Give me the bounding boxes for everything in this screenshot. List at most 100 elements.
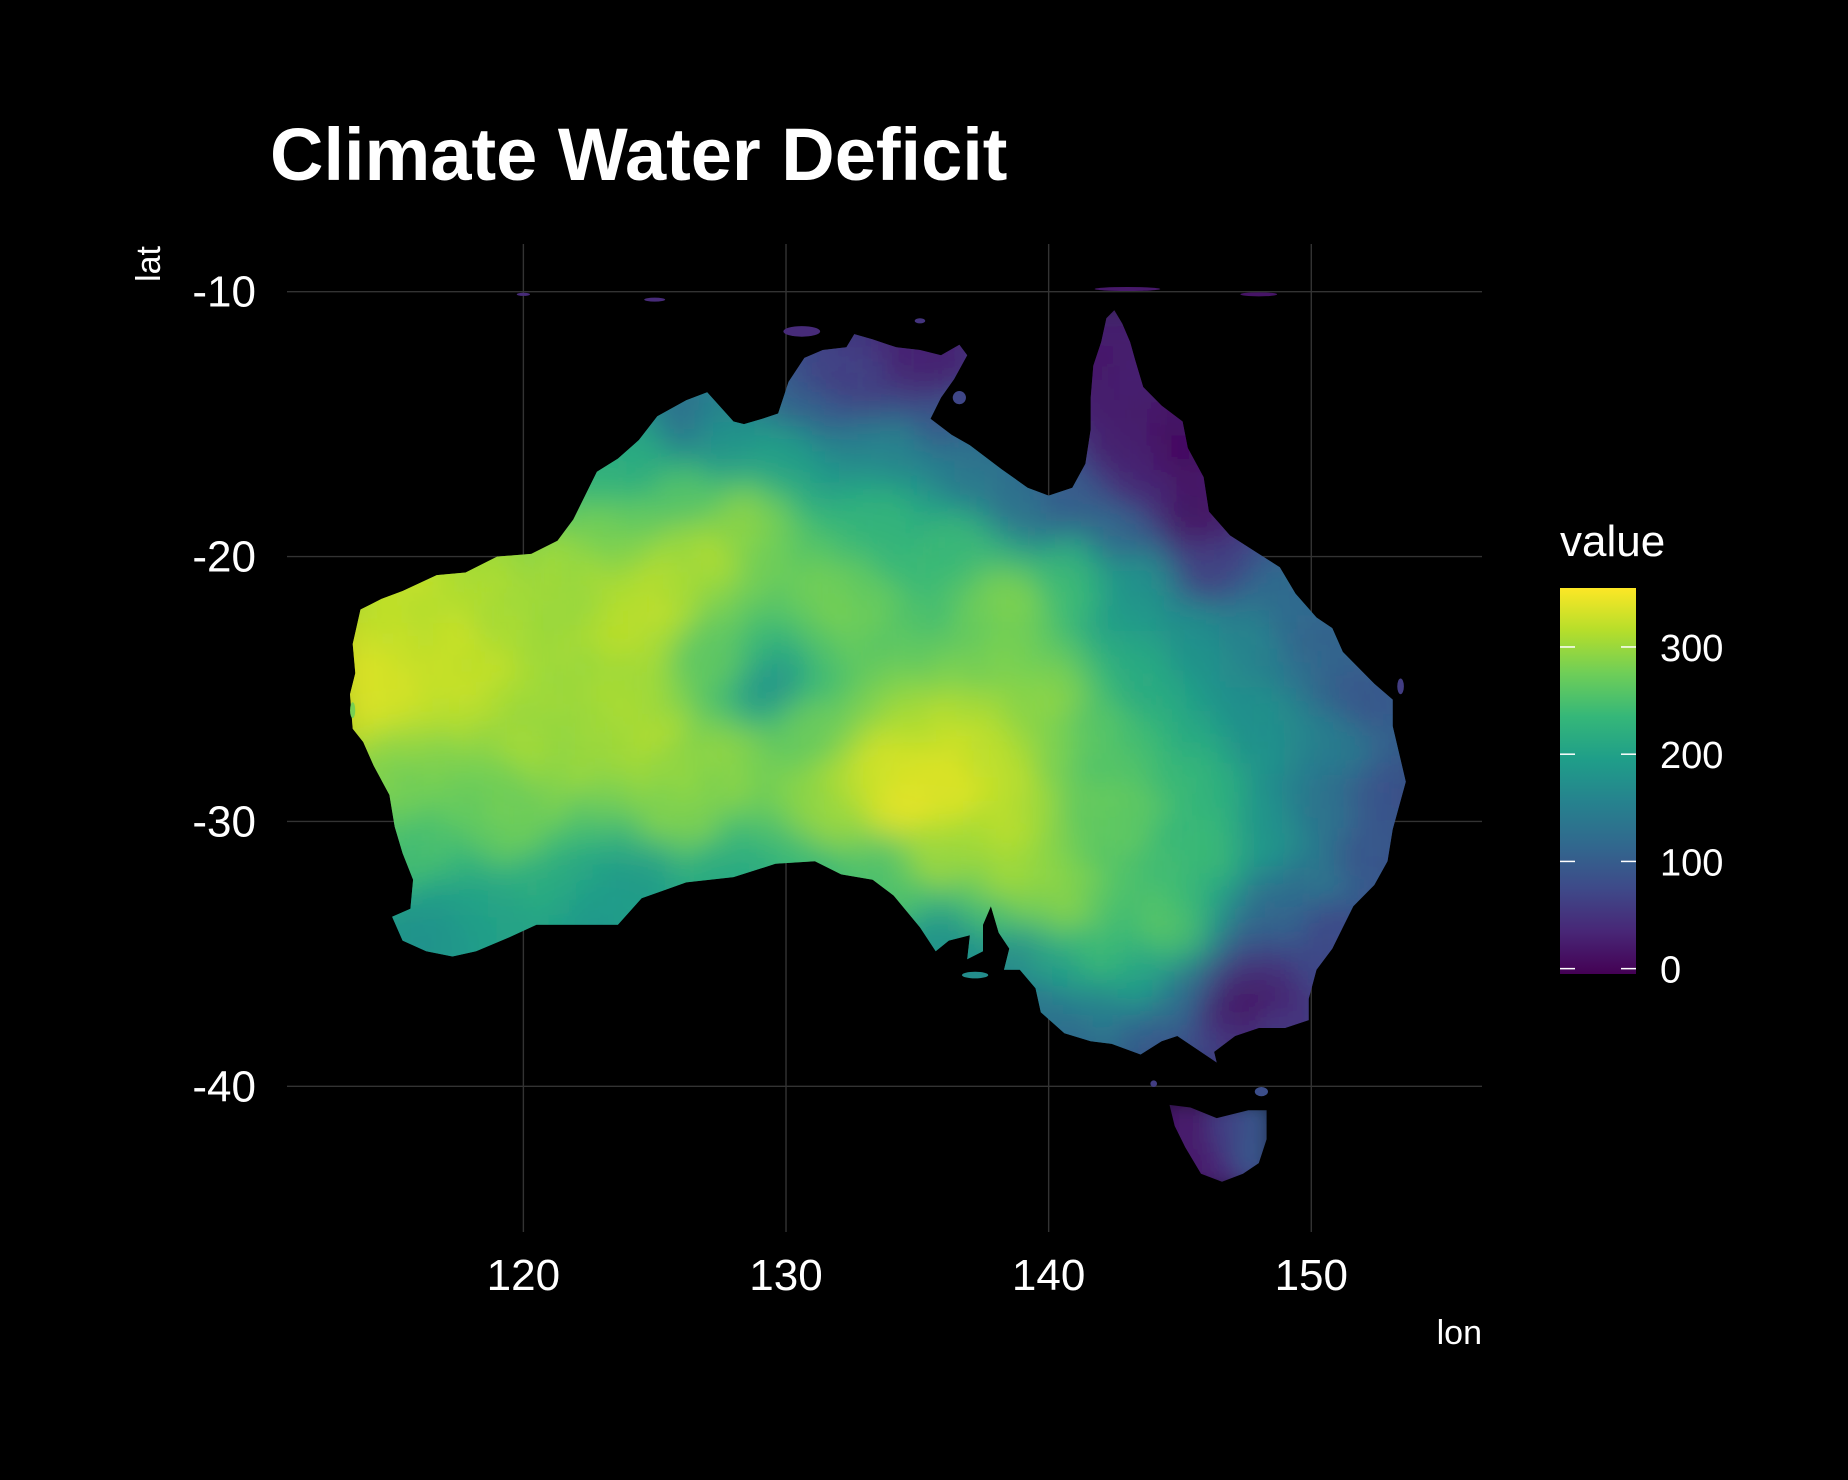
- raster-cell: [617, 818, 631, 832]
- raster-cell: [1403, 634, 1424, 655]
- raster-cell: [1383, 455, 1404, 476]
- raster-cell: [459, 380, 473, 394]
- raster-cell: [420, 314, 434, 328]
- raster-cell: [812, 892, 833, 913]
- raster-cell: [1383, 535, 1404, 556]
- raster-cell: [590, 910, 604, 924]
- raster-cell: [393, 460, 407, 474]
- raster-cell: [654, 932, 675, 953]
- raster-cell: [341, 778, 355, 792]
- raster-cell: [722, 380, 736, 394]
- raster-cell: [459, 592, 473, 606]
- raster-cell: [722, 433, 736, 447]
- raster-cell: [354, 632, 368, 646]
- raster-cell: [1186, 336, 1207, 357]
- raster-cell: [328, 553, 342, 567]
- raster-cell: [840, 407, 854, 421]
- raster-cell: [319, 455, 340, 476]
- raster-cell: [498, 433, 512, 447]
- raster-cell: [643, 698, 657, 712]
- raster-cell: [919, 990, 933, 1004]
- raster-cell: [418, 992, 439, 1013]
- raster-cell: [459, 619, 473, 633]
- raster-cell: [437, 1031, 458, 1052]
- raster-cell: [354, 526, 368, 540]
- raster-cell: [359, 296, 380, 317]
- raster-cell: [630, 659, 644, 673]
- raster-cell: [477, 1051, 498, 1072]
- raster-cell: [536, 1051, 557, 1072]
- raster-cell: [590, 1069, 604, 1083]
- raster-cell: [1284, 1031, 1305, 1052]
- raster-cell: [538, 685, 552, 699]
- raster-cell: [1383, 1071, 1404, 1092]
- raster-cell: [1048, 296, 1069, 317]
- raster-cell: [722, 804, 736, 818]
- raster-cell: [761, 791, 775, 805]
- raster-cell: [989, 1071, 1010, 1092]
- raster-cell: [446, 725, 460, 739]
- raster-cell: [709, 698, 723, 712]
- raster-cell: [433, 433, 447, 447]
- raster-cell: [695, 619, 709, 633]
- raster-cell: [564, 314, 578, 328]
- raster-cell: [851, 1031, 872, 1052]
- raster-cell: [919, 765, 933, 779]
- raster-cell: [656, 844, 670, 858]
- raster-cell: [595, 1051, 616, 1072]
- raster-cell: [892, 1069, 906, 1083]
- raster-cell: [840, 950, 854, 964]
- raster-cell: [748, 433, 762, 447]
- raster-cell: [498, 831, 512, 845]
- raster-cell: [1304, 416, 1325, 437]
- raster-cell: [1265, 296, 1286, 317]
- raster-cell: [354, 380, 368, 394]
- raster-cell: [472, 619, 486, 633]
- raster-cell: [393, 685, 407, 699]
- raster-cell: [853, 566, 867, 580]
- raster-cell: [840, 367, 854, 381]
- raster-cell: [693, 1012, 714, 1033]
- raster-cell: [643, 486, 657, 500]
- raster-cell: [564, 1029, 578, 1043]
- raster-cell: [840, 314, 854, 328]
- raster-cell: [498, 672, 512, 686]
- raster-cell: [459, 341, 473, 355]
- raster-cell: [1068, 376, 1089, 397]
- raster-cell: [497, 435, 518, 456]
- raster-cell: [595, 376, 616, 397]
- raster-cell: [695, 1043, 709, 1057]
- raster-cell: [380, 314, 394, 328]
- raster-cell: [459, 645, 473, 659]
- raster-cell: [774, 778, 788, 792]
- raster-cell: [354, 844, 368, 858]
- raster-cell: [551, 990, 565, 1004]
- raster-cell: [630, 884, 644, 898]
- raster-cell: [525, 367, 539, 381]
- raster-cell: [577, 380, 591, 394]
- raster-cell: [801, 526, 815, 540]
- raster-cell: [497, 992, 518, 1013]
- raster-cell: [669, 870, 683, 884]
- raster-cell: [341, 990, 355, 1004]
- raster-cell: [840, 857, 854, 871]
- raster-cell: [827, 354, 841, 368]
- raster-cell: [831, 1071, 852, 1092]
- raster-cell: [457, 316, 478, 337]
- raster-cell: [595, 296, 616, 317]
- raster-cell: [827, 765, 841, 779]
- raster-cell: [420, 818, 434, 832]
- raster-cell: [341, 751, 355, 765]
- raster-cell: [669, 632, 683, 646]
- raster-cell: [341, 592, 355, 606]
- raster-cell: [433, 314, 447, 328]
- raster-cell: [380, 698, 394, 712]
- raster-cell: [682, 645, 696, 659]
- raster-cell: [919, 884, 933, 898]
- raster-cell: [617, 394, 631, 408]
- raster-cell: [774, 460, 788, 474]
- raster-cell: [564, 1003, 578, 1017]
- raster-cell: [866, 553, 880, 567]
- raster-cell: [656, 394, 670, 408]
